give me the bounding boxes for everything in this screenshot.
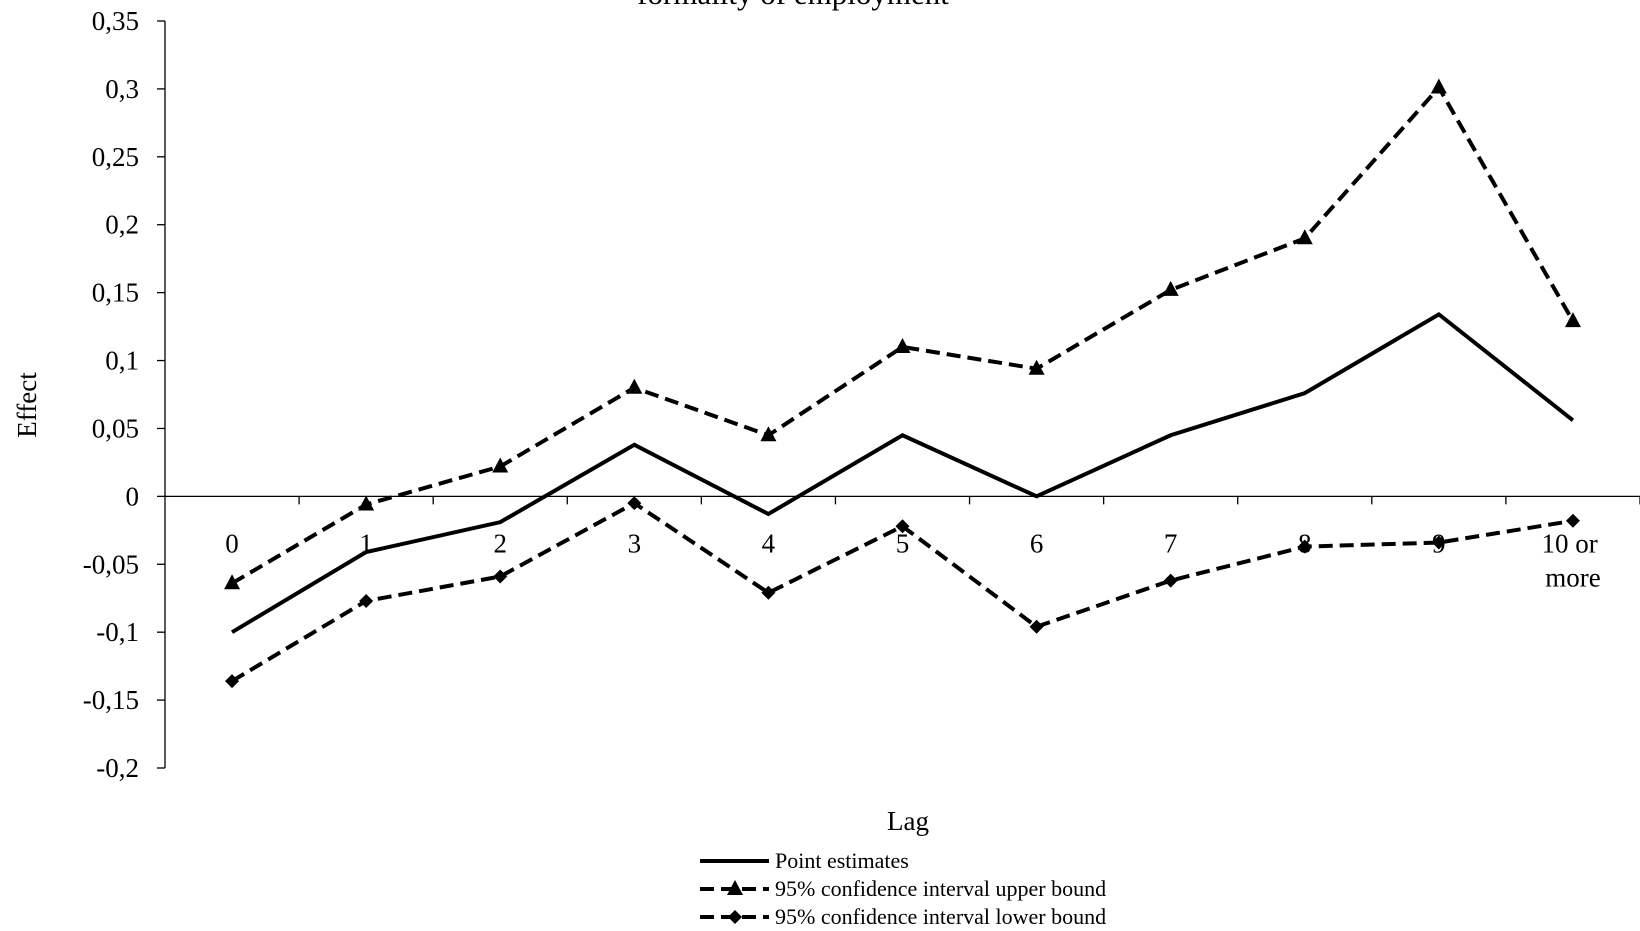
y-tick-label: 0,3 [105, 74, 139, 104]
marker [1564, 312, 1581, 328]
marker [760, 426, 777, 442]
x-tick-label: 6 [1030, 528, 1044, 558]
x-tick-label: 2 [493, 528, 507, 558]
x-tick-label: 7 [1164, 528, 1178, 558]
marker [224, 574, 241, 590]
y-tick-label: 0 [126, 481, 140, 511]
x-tick-label: 3 [628, 528, 642, 558]
marker [761, 585, 776, 600]
x-tick-label: 4 [762, 528, 776, 558]
x-tick-label: 0 [225, 528, 239, 558]
y-tick-label: -0,1 [96, 617, 139, 647]
legend-label: 95% confidence interval lower bound [775, 904, 1106, 929]
marker [1430, 78, 1447, 94]
legend-label: Point estimates [775, 848, 909, 873]
y-tick-label: -0,2 [96, 753, 139, 783]
y-axis-label: Effect [12, 372, 42, 438]
marker [894, 337, 911, 353]
marker [1029, 619, 1044, 634]
y-tick-label: -0,05 [83, 549, 139, 579]
x-tick-label: 5 [896, 528, 910, 558]
chart-title: formality of employment [637, 0, 949, 11]
marker [1297, 539, 1312, 554]
series-line [231, 311, 1575, 634]
x-tick-label: 10 or more [1541, 528, 1604, 592]
legend-label: 95% confidence interval upper bound [775, 876, 1106, 901]
y-tick-label: -0,15 [83, 685, 139, 715]
marker [1162, 280, 1179, 296]
y-tick-label: 0,1 [105, 346, 139, 376]
y-tick-label: 0,25 [92, 142, 139, 172]
marker [895, 519, 910, 534]
marker [225, 674, 240, 689]
marker [1565, 513, 1580, 528]
y-tick-label: 0,05 [92, 413, 139, 443]
marker [358, 495, 375, 511]
marker [627, 496, 642, 511]
marker [493, 569, 508, 584]
marker [728, 910, 742, 924]
x-axis-label: Lag [887, 806, 929, 836]
y-tick-label: 0,2 [105, 210, 139, 240]
marker [1431, 535, 1446, 550]
marker [1296, 229, 1313, 245]
series-line [231, 84, 1575, 586]
marker [727, 880, 743, 895]
marker [492, 457, 509, 473]
marker [359, 593, 374, 608]
y-tick-label: 0,35 [92, 6, 139, 36]
marker [1163, 573, 1178, 588]
marker [626, 378, 643, 394]
y-tick-label: 0,15 [92, 278, 139, 308]
marker [1028, 359, 1045, 375]
